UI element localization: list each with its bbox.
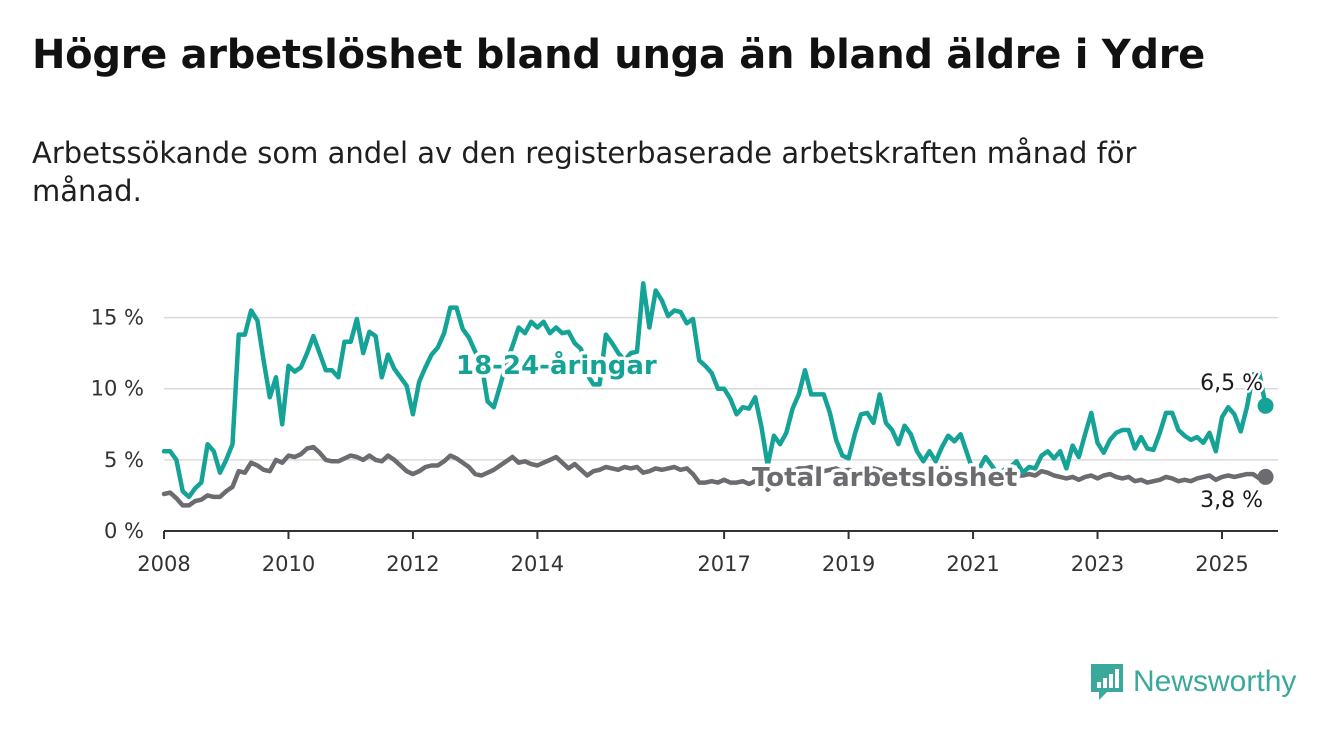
y-tick-label: 0 % [104,519,144,543]
series-lines [161,281,1274,508]
x-tick-label: 2014 [511,552,564,576]
series-end-point-youth [1257,397,1274,414]
x-tick-label: 2017 [697,552,750,576]
end-label-youth: 6,5 % [1200,371,1263,396]
x-tick-label: 2025 [1195,552,1248,576]
series-end-point-total [1257,468,1274,485]
gridlines [164,316,1278,532]
x-tick-label: 2012 [386,552,439,576]
y-tick-label: 5 % [104,448,144,472]
x-tick-label: 2023 [1071,552,1124,576]
y-tick-label: 15 % [91,306,144,330]
chart-title: Högre arbetslöshet bland unga än bland ä… [32,32,1205,78]
y-axis-ticks: 0 % 5 % 10 % 15 % [91,306,144,543]
x-tick-label: 2019 [822,552,875,576]
x-axis-ticks: 2008 2010 2012 2014 2017 2019 2021 2023 2025 [137,531,1249,576]
series-label-youth: 18-24-åringar [456,349,657,381]
bar-chart-icon [1091,664,1123,700]
x-tick-label: 2021 [946,552,999,576]
line-chart: 0 %5 %10 %15 % 2008 2010 2012 2014 2017 2019 2… [91,281,1278,576]
x-tick-label: 2008 [137,552,190,576]
series-line-youth [161,281,1268,500]
end-label-total: 3,8 % [1200,488,1263,513]
brand-name: Newsworthy [1133,665,1297,698]
chart-subtitle: Arbetssökande som andel av den registerb… [32,136,1137,208]
x-tick-label: 2010 [262,552,315,576]
series-line-total [161,444,1268,508]
series-labels: 18-24-åringar Total arbetslöshet 6,5 % 3,8 … [453,346,1266,516]
y-tick-label: 10 % [91,377,144,401]
series-label-total: Total arbetslöshet [752,463,1017,493]
newsworthy-logo[interactable]: Newsworthy [1089,660,1296,704]
